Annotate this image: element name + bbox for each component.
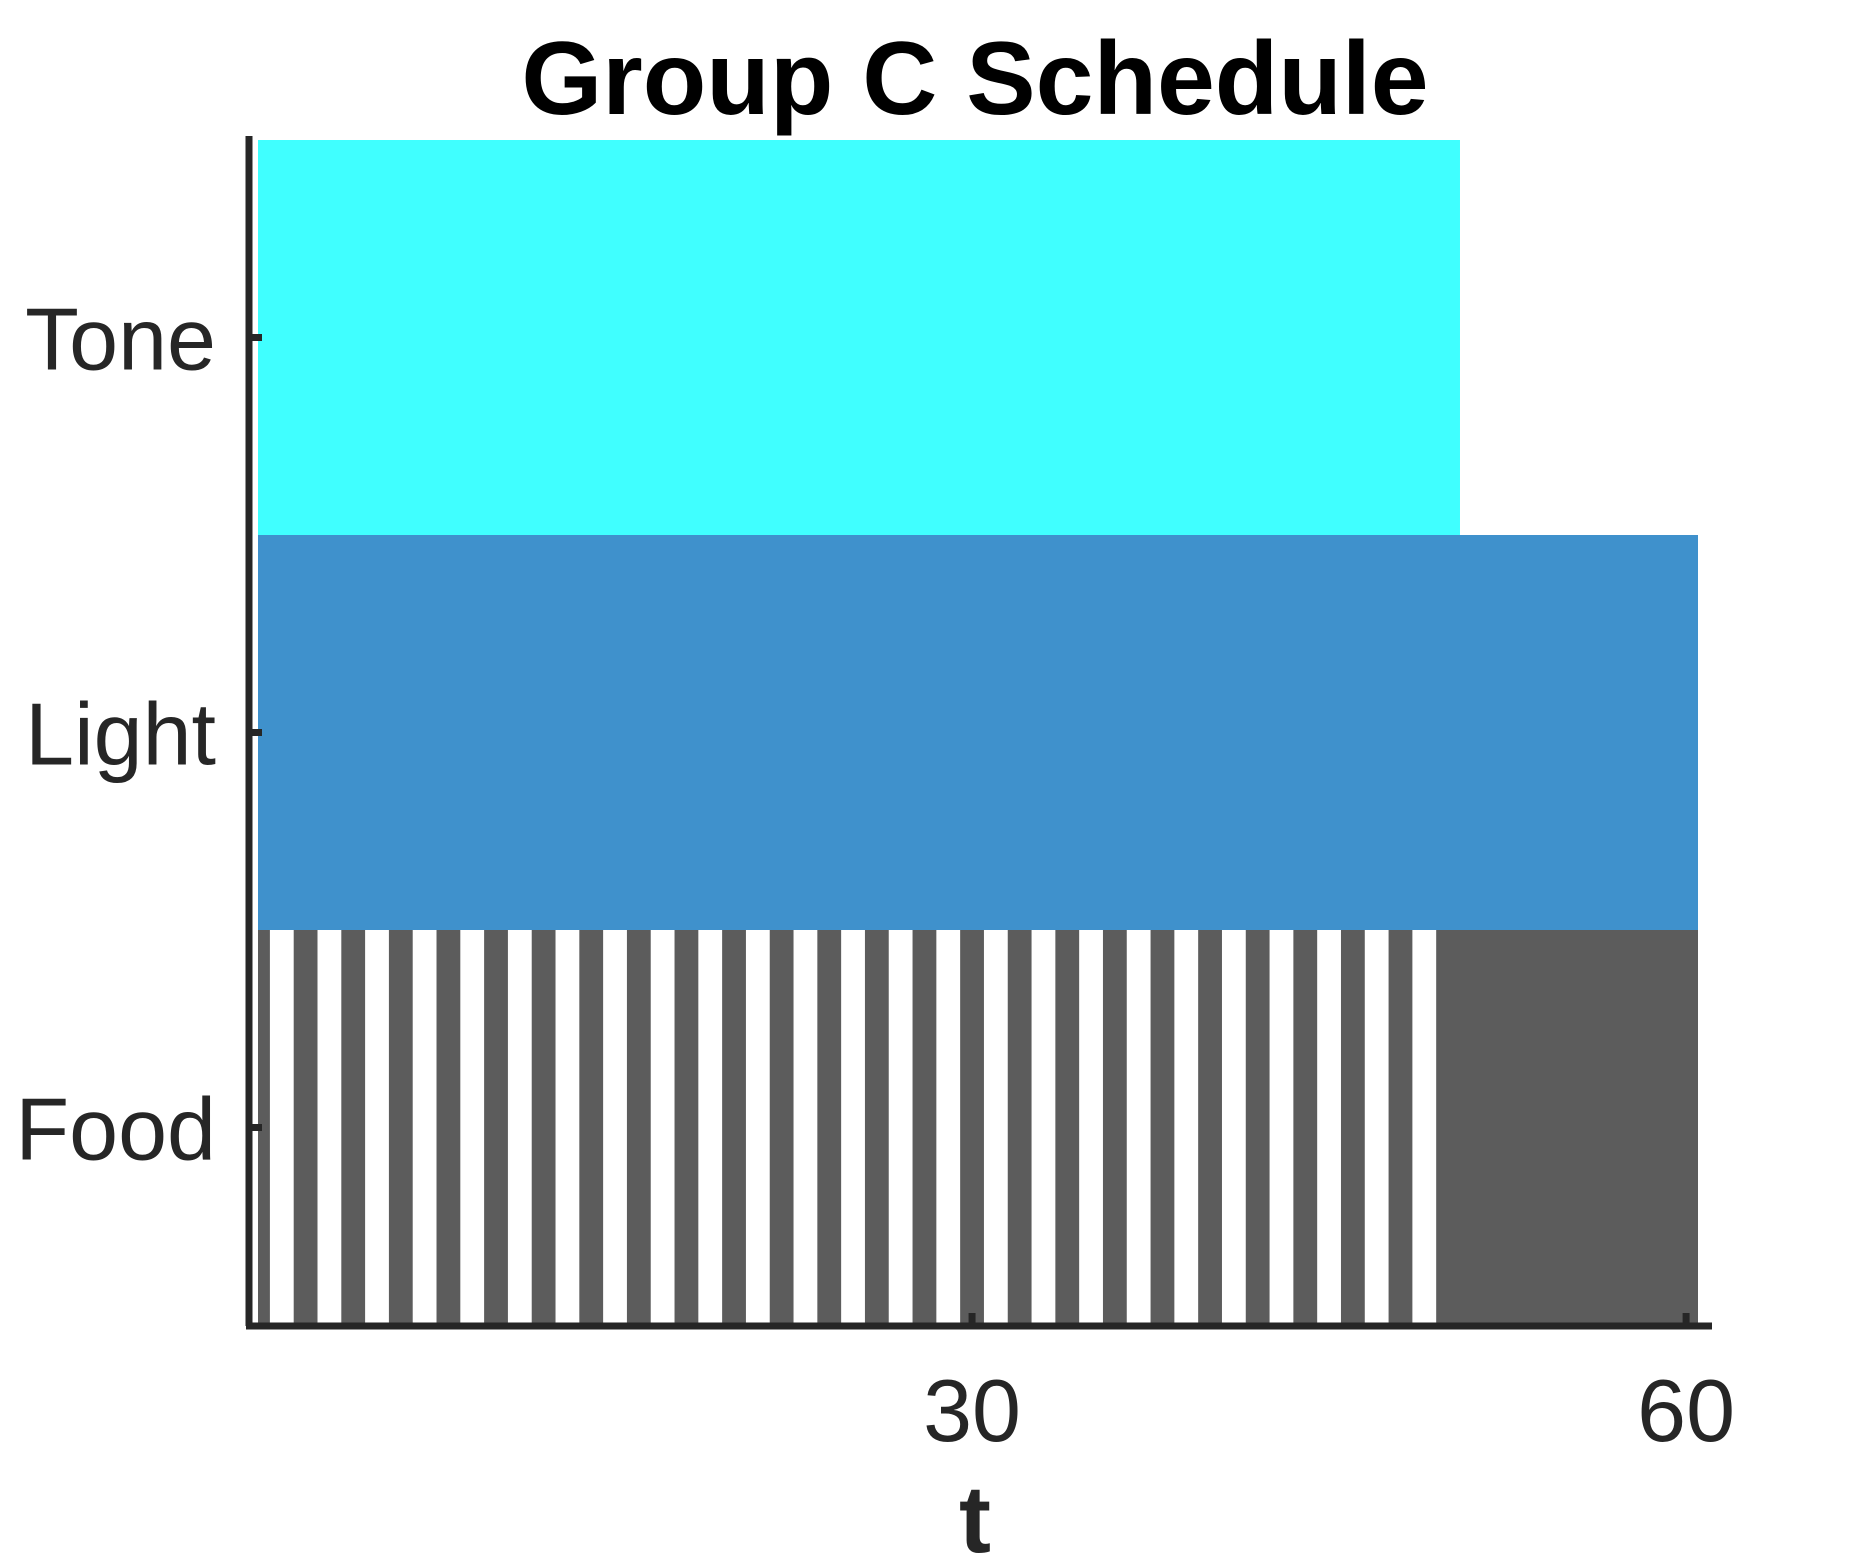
bar-food-segment-25	[1388, 930, 1413, 1325]
bar-food-segment-17	[1007, 930, 1032, 1325]
bar-food-segment-6	[484, 930, 508, 1325]
y-tick-label-food: Food	[15, 1080, 216, 1179]
y-tick-label-tone: Tone	[25, 290, 216, 389]
bar-food-segment-20	[1150, 930, 1175, 1325]
bar-food-segment-18	[1055, 930, 1080, 1325]
bar-food-segment-22	[1245, 930, 1270, 1325]
bar-food-segment-23	[1293, 930, 1318, 1325]
x-tick-label-30: 30	[923, 1361, 1021, 1460]
bar-food-segment-9	[626, 930, 651, 1325]
x-axis-label: t	[959, 1466, 991, 1563]
labels-layer: Tone Light Food 30 60	[15, 290, 1735, 1461]
axes-layer	[245, 136, 1712, 1330]
bar-food-segment-3	[341, 930, 366, 1325]
bar-food-segment-26	[1436, 930, 1698, 1325]
bar-food-segment-24	[1340, 930, 1365, 1325]
bar-food-segment-10	[674, 930, 699, 1325]
bar-food-segment-16	[960, 930, 984, 1325]
bar-food-segment-19	[1102, 930, 1127, 1325]
bar-light-segment-1	[258, 535, 1698, 930]
bar-food-segment-15	[912, 930, 937, 1325]
bar-food-segment-8	[579, 930, 604, 1325]
bar-food-segment-13	[817, 930, 842, 1325]
bar-food-segment-14	[864, 930, 889, 1325]
x-tick-label-60: 60	[1637, 1361, 1735, 1460]
bar-food-segment-21	[1198, 930, 1222, 1325]
bar-food-segment-7	[531, 930, 556, 1325]
bar-food-segment-5	[436, 930, 461, 1325]
chart-title: Group C Schedule	[521, 21, 1428, 137]
y-tick-label-light: Light	[25, 685, 216, 784]
bar-food-segment-11	[722, 930, 746, 1325]
bars-layer	[258, 140, 1698, 1325]
bar-food-segment-1	[258, 930, 270, 1325]
bar-food-segment-4	[388, 930, 413, 1325]
bar-tone-segment-1	[258, 140, 1460, 535]
bar-food-segment-2	[293, 930, 318, 1325]
bar-food-segment-12	[769, 930, 794, 1325]
